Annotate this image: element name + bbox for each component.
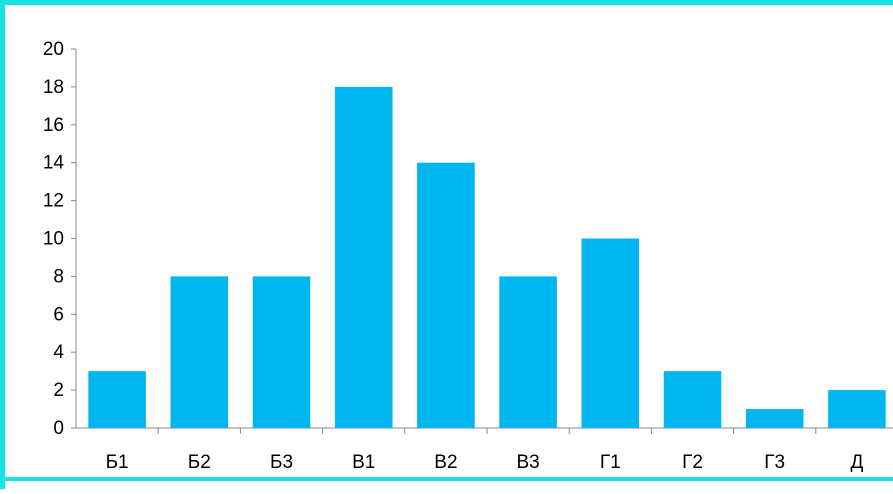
- category-labels: Б1 Б2 Б3 В1 В2 В3 Г1 Г2 Г3 Д: [106, 452, 864, 473]
- y-tick-label: 14: [43, 153, 65, 174]
- bar-chart: 0 2 4 6 8 10 12 14 16 18 20 Б1 Б2 Б3 В1 В2 В3 Г1 Г2 Г3 Д: [43, 39, 893, 473]
- bar: [252, 276, 311, 428]
- x-category-label: Д: [850, 452, 863, 473]
- bar: [745, 409, 804, 428]
- y-tick-label: 0: [53, 418, 64, 439]
- bar: [828, 390, 886, 428]
- bar: [88, 371, 146, 428]
- y-tick-label: 8: [53, 266, 64, 287]
- x-category-label: Б1: [106, 452, 129, 473]
- y-tick-label: 10: [43, 229, 64, 250]
- x-category-label: В1: [352, 452, 375, 473]
- y-tick-label: 2: [53, 380, 64, 401]
- bar: [581, 238, 640, 428]
- bar: [170, 276, 229, 428]
- bar: [334, 86, 393, 429]
- y-axis: 0 2 4 6 8 10 12 14 16 18 20: [43, 39, 77, 439]
- x-category-label: В2: [434, 452, 457, 473]
- bar: [417, 162, 475, 428]
- x-category-label: Б3: [270, 452, 293, 473]
- x-category-label: Б2: [188, 452, 211, 473]
- y-tick-label: 12: [43, 191, 64, 212]
- x-category-label: В3: [516, 452, 539, 473]
- x-category-label: Г3: [764, 452, 785, 473]
- x-category-label: Г2: [682, 452, 703, 473]
- bar: [499, 276, 557, 428]
- y-tick-label: 4: [53, 342, 64, 363]
- y-tick-label: 18: [43, 77, 64, 98]
- bar: [663, 371, 722, 428]
- y-tick-label: 20: [43, 39, 64, 60]
- bars: [88, 86, 886, 429]
- y-tick-label: 16: [43, 115, 64, 136]
- y-tick-label: 6: [53, 304, 64, 325]
- x-category-label: Г1: [600, 452, 621, 473]
- x-axis: [71, 427, 893, 434]
